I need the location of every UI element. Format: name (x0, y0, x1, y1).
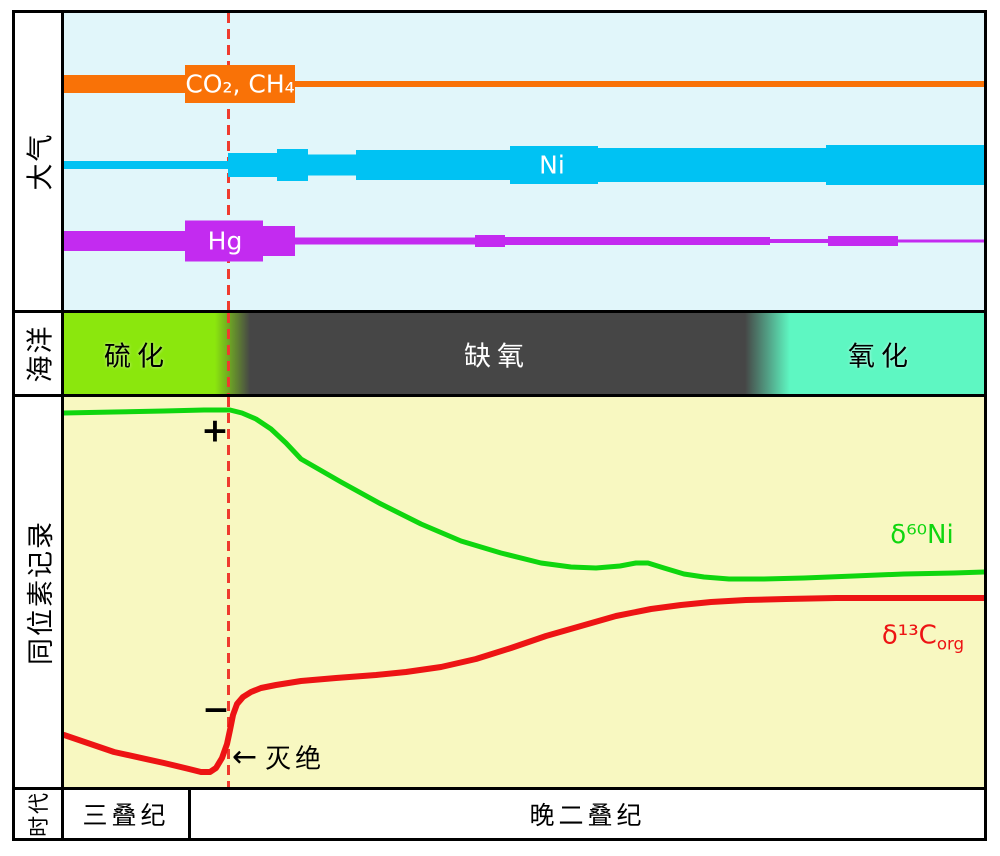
sidebar-ocean: 海洋 (15, 313, 61, 394)
ni-band-label: Ni (539, 150, 565, 180)
curve-delta-13-c-org (64, 595, 984, 775)
delta-13-c-org-label: δ¹³Corg (881, 620, 965, 654)
curve-delta-60-ni (64, 407, 984, 582)
left-arrow-icon: ← (232, 739, 258, 774)
band-co2-ch4 (64, 65, 984, 103)
plus-sign: + (201, 410, 229, 450)
sidebar-era-label: 时代 (27, 791, 51, 837)
isotope-panel: + − ← 灭绝 δ⁶⁰Ni δ¹³Corg (64, 397, 984, 787)
ocean-redox-bar: 硫化 缺氧 氧化 (64, 313, 984, 394)
co2-ch4-band-label: CO₂, CH₄ (185, 69, 295, 99)
era-late-permian-cell: 晚二叠纪 (191, 790, 984, 838)
extinction-annotation: ← 灭绝 (232, 739, 325, 776)
sidebar-atmosphere-label: 大气 (25, 132, 57, 191)
band-ni (64, 145, 984, 185)
extinction-boundary-line (227, 397, 230, 787)
atmosphere-panel: CO₂, CH₄ Ni Hg (64, 13, 984, 310)
ocean-euxinic-label: 硫化 (104, 341, 170, 372)
band-hg (64, 220, 984, 262)
sidebar-ocean-label: 海洋 (25, 324, 57, 383)
sidebar-atmosphere: 大气 (15, 13, 61, 310)
delta-60-ni-label: δ⁶⁰Ni (890, 520, 954, 550)
era-bar: 三叠纪 晚二叠纪 (64, 790, 984, 838)
figure: 大气 CO₂, CH₄ Ni Hg 海洋 硫化 缺氧 氧化 同位素记录 + − … (12, 10, 987, 841)
extinction-boundary-line (227, 313, 230, 394)
sidebar-isotope: 同位素记录 (15, 397, 61, 787)
extinction-label: 灭绝 (265, 744, 326, 775)
minus-sign: − (202, 689, 230, 729)
ocean-anoxic-label: 缺氧 (464, 341, 530, 372)
isotope-curves-svg (64, 407, 984, 775)
sidebar-era: 时代 (15, 790, 61, 838)
sidebar-isotope-label: 同位素记录 (25, 519, 57, 665)
hg-band-label: Hg (207, 226, 243, 256)
atmosphere-bands-svg (64, 65, 984, 262)
ocean-oxic-label: 氧化 (848, 341, 914, 372)
era-triassic-cell: 三叠纪 (64, 790, 188, 838)
